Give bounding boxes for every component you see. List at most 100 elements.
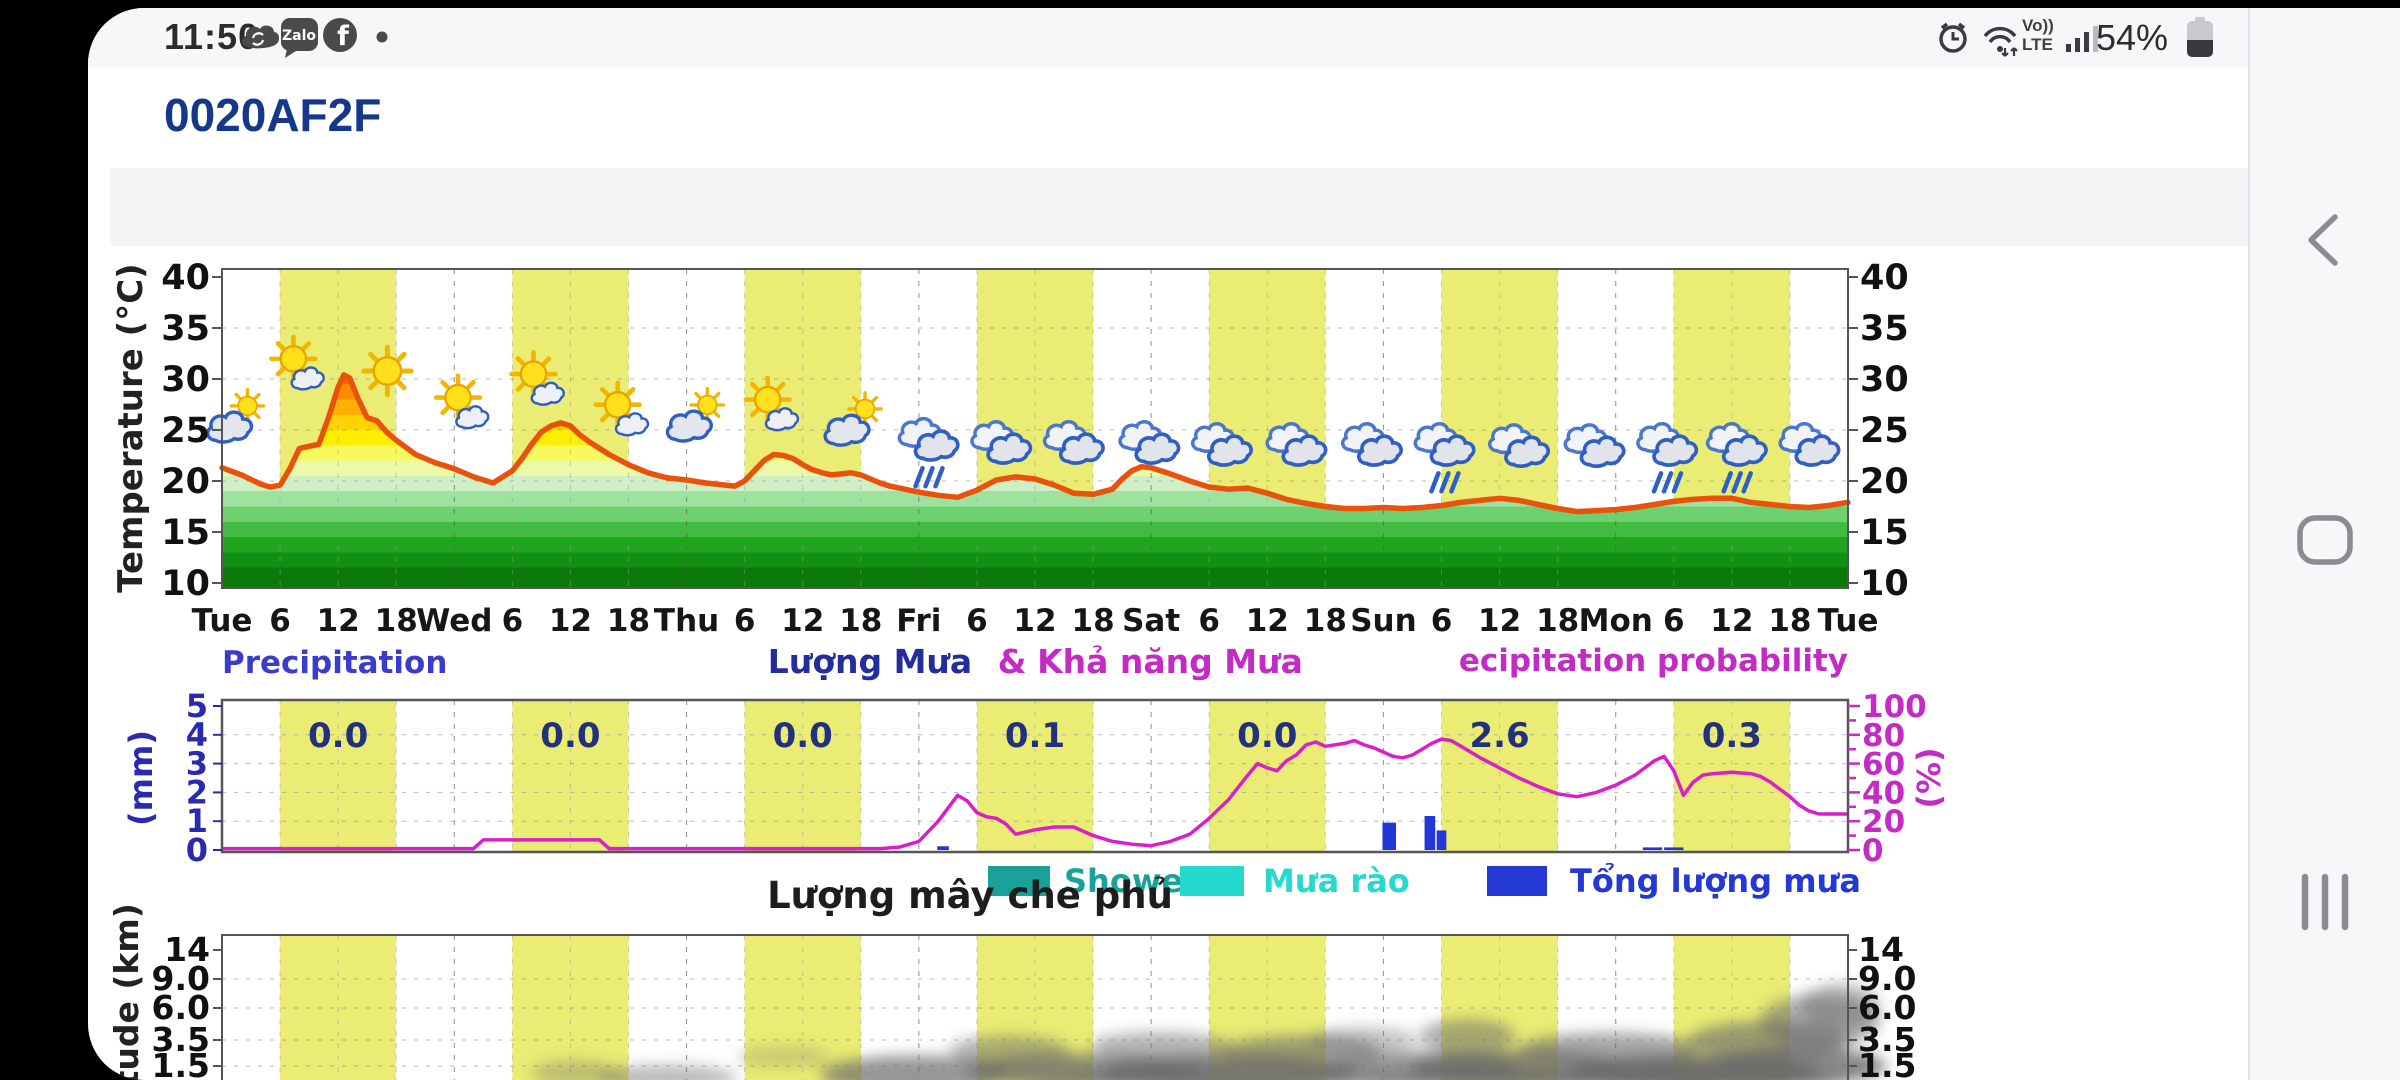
x-axis-hour-label: 12	[1246, 603, 1289, 639]
temp-tick-label: 35	[1860, 309, 1909, 349]
precip-bar	[1436, 830, 1447, 850]
cloud-blob	[1800, 983, 1880, 1029]
daily-precip-value: 0.0	[773, 716, 833, 756]
pct-tick-label: 20	[1862, 804, 1905, 840]
legend-label-total-rain: Tổng lượng mưa	[1570, 862, 1861, 900]
precip-bar	[1424, 816, 1436, 850]
x-axis-day-label: Mon	[1579, 603, 1653, 639]
svg-text:Zalo: Zalo	[282, 28, 316, 44]
sun-cloud-weather-icon	[436, 376, 488, 428]
temp-tick-label: 15	[161, 513, 210, 553]
temp-tick-label: 25	[161, 411, 210, 451]
home-icon	[2297, 515, 2353, 565]
signal-icon	[2066, 26, 2098, 52]
x-axis-hour-label: 12	[1478, 603, 1521, 639]
temp-tick-label: 30	[1860, 360, 1909, 400]
precip-bar	[1664, 847, 1684, 850]
altitude-tick-label: 9.0	[1858, 959, 1916, 998]
clouds-weather-icon	[1565, 425, 1623, 466]
x-axis-hour-label: 18	[839, 603, 882, 639]
legend-label-rain-shower: Mưa rào	[1263, 862, 1410, 900]
precip-header-vi2: Khả năng Mưa	[1037, 642, 1303, 681]
wifi-icon	[1983, 26, 2018, 57]
svg-text:f: f	[337, 21, 349, 52]
x-axis-hour-label: 18	[1536, 603, 1579, 639]
legend-swatch-total-rain	[1487, 866, 1547, 896]
temp-tick-label: 35	[161, 309, 210, 349]
pct-tick-label: 100	[1862, 689, 1927, 725]
temp-tick-label: 20	[161, 462, 210, 502]
x-axis-day-label: Wed	[416, 603, 492, 639]
x-axis-hour-label: 12	[1710, 603, 1753, 639]
recents-button[interactable]	[2250, 872, 2400, 932]
mm-tick-label: 1	[186, 802, 208, 840]
cloud-blob	[597, 1064, 737, 1080]
altitude-tick-label: 14	[164, 930, 210, 969]
cloud-blob	[1419, 1019, 1517, 1054]
daily-precip-value: 2.6	[1469, 716, 1529, 756]
facebook-icon: f	[323, 18, 357, 52]
navigation-rail	[2248, 8, 2400, 1080]
mm-axis-title: (mm)	[122, 730, 160, 826]
altitude-tick-label: 1.5	[1858, 1046, 1916, 1080]
x-axis-hour-label: 18	[375, 603, 418, 639]
daily-precip-value: 0.1	[1005, 716, 1065, 756]
precip-bar	[1382, 822, 1397, 850]
x-axis-day-label: Sat	[1122, 603, 1180, 639]
cloud-blob	[820, 1055, 1010, 1080]
precip-header-vi: Lượng Mưa	[768, 642, 972, 681]
back-button[interactable]	[2250, 209, 2400, 271]
x-axis-day-label: Sun	[1350, 603, 1416, 639]
cloud-blob	[734, 1045, 832, 1069]
alarm-icon	[1939, 22, 1967, 53]
mm-tick-label: 4	[186, 716, 208, 754]
daily-precip-value: 0.0	[1237, 716, 1297, 756]
daily-precip-value: 0.0	[308, 716, 368, 756]
back-icon	[2308, 214, 2338, 266]
temp-tick-label: 30	[161, 360, 210, 400]
altitude-tick-label: 6.0	[1858, 988, 1916, 1027]
cloud-blob	[1519, 1032, 1700, 1064]
daily-precip-value: 0.3	[1702, 716, 1762, 756]
day-label-band	[110, 168, 2248, 246]
temp-tick-label: 10	[1860, 564, 1909, 604]
cloud-blob	[1499, 1069, 1848, 1080]
status-bar: 11:50 Zalo f	[88, 8, 2400, 68]
altitude-tick-label: 3.5	[1858, 1020, 1916, 1059]
pct-tick-label: 0	[1862, 833, 1884, 869]
x-axis-hour-label: 6	[734, 603, 756, 639]
home-button[interactable]	[2250, 513, 2400, 569]
cloud-sun-weather-icon	[208, 390, 264, 442]
x-axis-day-label: Fri	[896, 603, 941, 639]
plot-border	[221, 934, 1849, 1080]
temp-tick-label: 40	[161, 258, 210, 298]
x-axis-day-label: Tue	[1818, 603, 1879, 639]
zalo-icon: Zalo	[281, 18, 318, 58]
pct-tick-label: 80	[1862, 718, 1905, 754]
pct-tick-label: 40	[1862, 775, 1905, 811]
legend-swatch-showers	[988, 866, 1050, 896]
cloud-blob	[1306, 1026, 1418, 1054]
x-axis-day-label: Tue	[192, 603, 253, 639]
altitude-tick-label: 1.5	[152, 1046, 210, 1080]
altitude-tick-label: 6.0	[152, 988, 210, 1027]
x-axis-hour-label: 12	[1013, 603, 1056, 639]
cloud-blob	[530, 1059, 620, 1080]
pct-axis-title: (%)	[1910, 747, 1948, 808]
sun-weather-icon	[364, 347, 412, 395]
meteogram-chart: Thứ 3Thứ 4Thứ 5Thứ 6Thứ 7Chủ nhật4040353…	[107, 195, 1948, 1080]
precip-header-en: Precipitation	[222, 645, 447, 681]
legend-swatch-rain-shower	[1180, 866, 1244, 896]
x-axis-hour-label: 18	[1304, 603, 1347, 639]
x-axis-hour-label: 18	[607, 603, 650, 639]
x-axis-hour-label: 12	[781, 603, 824, 639]
temp-tick-label: 40	[1860, 258, 1909, 298]
temp-tick-label: 15	[1860, 513, 1909, 553]
x-axis-hour-label: 6	[502, 603, 524, 639]
x-axis-hour-label: 6	[1198, 603, 1220, 639]
cloud-cover-title: Lượng mây che phủ	[767, 874, 1173, 917]
cloud-blob	[1006, 1069, 1606, 1080]
plot-border	[220, 698, 1850, 854]
x-axis-hour-label: 6	[269, 603, 291, 639]
